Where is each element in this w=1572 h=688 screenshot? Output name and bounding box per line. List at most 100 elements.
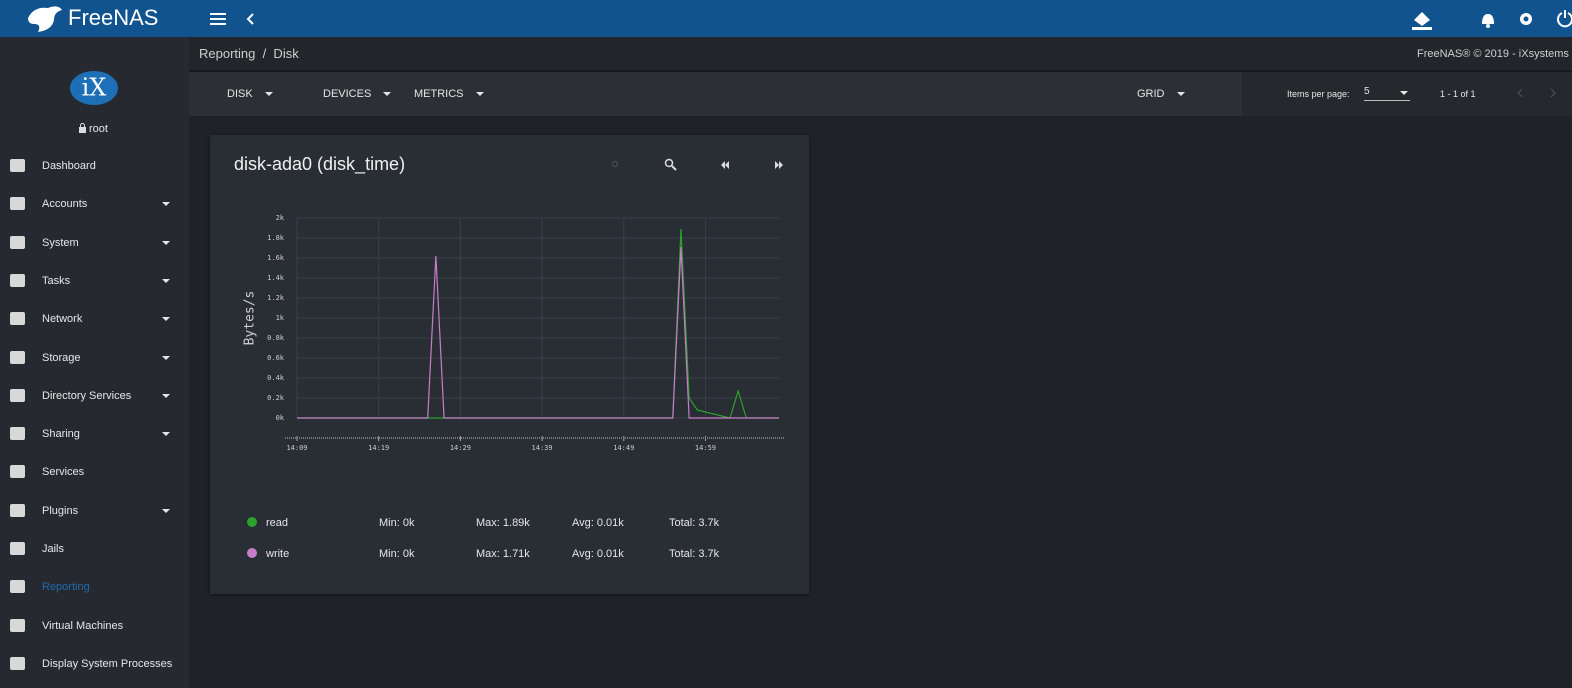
y-tick-label: 1.4k (267, 274, 285, 282)
nav-item[interactable]: Services (0, 454, 189, 490)
nav-label: Tasks (42, 274, 71, 287)
nav-icon (10, 235, 25, 249)
lock-icon (79, 123, 86, 133)
nav-icon (10, 503, 25, 517)
nav-arrow (162, 317, 170, 322)
x-tick-label: 14:49 (613, 444, 634, 452)
nav-icon (10, 159, 25, 172)
breadcrumb: Reporting / Disk (199, 46, 299, 61)
chart-controls[interactable] (612, 158, 784, 171)
nav-item[interactable]: Plugins (0, 493, 189, 529)
filter-label: METRICS (414, 88, 464, 100)
nav-arrow (162, 393, 170, 398)
chart: disk-ada0 (disk_time) Bytes/s 0k 0.2k 0.4k… (234, 154, 785, 560)
filter-caret (264, 92, 273, 97)
nav-item[interactable]: Virtual Machines (0, 608, 189, 644)
legend-stat: Max: 1.71k (476, 548, 530, 560)
nav-item[interactable]: Display System Processes (0, 646, 189, 682)
nav-label: Dashboard (42, 160, 96, 172)
nav-arrow (162, 202, 170, 207)
y-tick-label: 1.6k (267, 254, 285, 262)
filter-caret (475, 92, 484, 97)
legend-label: read (266, 517, 288, 529)
x-tick-label: 14:19 (368, 444, 389, 452)
nav-item[interactable]: Storage (0, 340, 189, 376)
legend-stat: Avg: 0.01k (572, 548, 624, 560)
y-axis-label: Bytes/s (243, 291, 258, 346)
brand-name: FreeNAS (68, 5, 159, 30)
legend-stat: Min: 0k (379, 548, 415, 560)
nav-label: Jails (42, 543, 65, 555)
nav-item[interactable]: System (0, 225, 189, 261)
nav-arrow (162, 432, 170, 437)
nav-label: System (42, 236, 79, 249)
nav-label: Directory Services (42, 389, 132, 402)
filter-label: DISK (227, 88, 253, 100)
nav-label: Plugins (42, 504, 79, 517)
nav-icon (10, 388, 25, 402)
nav-item[interactable]: Tasks (0, 263, 189, 299)
series-line (297, 246, 779, 419)
nav-label: Virtual Machines (42, 619, 124, 632)
legend-label: write (265, 548, 289, 560)
legend-stat: Avg: 0.01k (572, 517, 624, 529)
items-per-page-value: 5 (1364, 86, 1370, 97)
toolbar: GRID DISK DEVICES METRICS (189, 72, 1242, 116)
legend-stat: Total: 3.7k (669, 548, 720, 560)
chart-card: disk-ada0 (disk_time) Bytes/s 0k 0.2k 0.4k… (210, 135, 809, 594)
copyright: FreeNAS® © 2019 - iXsystems (1417, 48, 1569, 60)
y-tick-label: 2k (276, 214, 285, 222)
nav-label: Reporting (42, 581, 90, 594)
brand-logo (28, 6, 62, 33)
chart-title: disk-ada0 (disk_time) (234, 154, 405, 175)
nav-icon (10, 350, 25, 364)
items-per-page-label: Items per page: (1287, 89, 1350, 99)
y-tick-label: 1.2k (267, 294, 285, 302)
y-tick-label: 1.8k (267, 234, 285, 242)
nav-item[interactable]: Network (0, 301, 189, 337)
legend-stat: Total: 3.7k (669, 517, 720, 529)
nav-item[interactable]: Accounts (0, 186, 189, 222)
nav-icon (10, 656, 25, 670)
y-tick-label: 0.8k (267, 334, 285, 342)
legend-stat: Max: 1.89k (476, 517, 530, 529)
series-line (297, 228, 779, 419)
username: root (89, 123, 108, 135)
y-tick-label: 0.6k (267, 354, 285, 362)
nav-arrow (162, 240, 170, 245)
nav-item[interactable]: Jails (0, 531, 189, 567)
nav-item[interactable]: Directory Services (0, 378, 189, 414)
view-dropdown[interactable]: GRID (1137, 88, 1185, 100)
nav-icon (10, 542, 25, 555)
nav-icon (10, 427, 25, 441)
nav-icon (10, 618, 25, 632)
nav-icon (10, 580, 25, 594)
nav-label: Storage (42, 351, 81, 364)
page-nav[interactable] (1514, 86, 1564, 100)
y-tick-label: 0.2k (267, 394, 285, 402)
filter-dropdown[interactable]: METRICS (414, 88, 484, 100)
breadcrumb-bar: Reporting / Disk FreeNAS® © 2019 - iXsys… (189, 37, 1572, 72)
nav-arrow (162, 355, 170, 360)
top-actions[interactable] (1410, 8, 1572, 30)
nav-label: Accounts (42, 198, 88, 211)
nav-label: Sharing (42, 428, 80, 441)
nav-item[interactable]: Sharing (0, 416, 189, 452)
x-tick-label: 14:59 (695, 444, 716, 452)
menu-controls[interactable] (208, 10, 260, 28)
nav-item[interactable]: Dashboard (0, 148, 189, 184)
nav-arrow (162, 278, 170, 283)
nav-label: Network (42, 313, 83, 326)
items-per-page-select[interactable]: 5 (1364, 86, 1410, 101)
filter-caret (383, 92, 392, 97)
ix-logo: iX (70, 71, 118, 105)
legend-swatch (247, 517, 257, 527)
filter-dropdown[interactable]: DISK (227, 88, 273, 100)
nav-icon (10, 465, 25, 479)
filter-dropdown[interactable]: DEVICES (323, 88, 392, 100)
nav-icon (10, 312, 25, 326)
nav-item[interactable]: Reporting (0, 569, 189, 605)
logo-text: iX (82, 74, 107, 102)
page-range: 1 - 1 of 1 (1440, 89, 1476, 99)
